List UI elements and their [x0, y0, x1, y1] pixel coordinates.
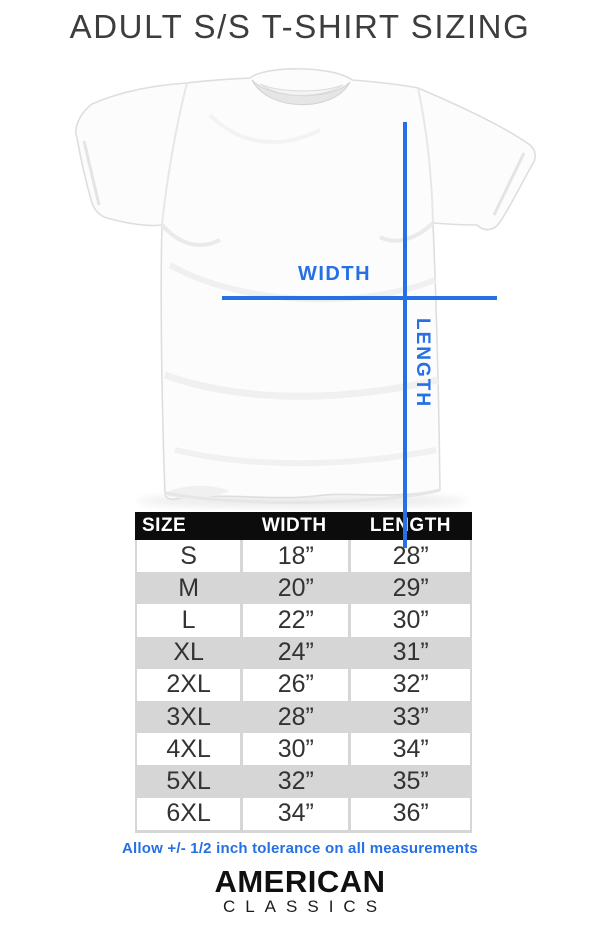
table-row: XL 24” 31” — [137, 636, 470, 669]
table-row: S 18” 28” — [137, 540, 470, 573]
cell-width: 34” — [240, 797, 348, 830]
cell-width: 32” — [277, 766, 314, 795]
table-row: 6XL 34” 36” — [137, 797, 470, 830]
cell-size: 3XL — [166, 702, 211, 731]
brand-logo: AMERICAN CLASSICS — [0, 866, 600, 916]
length-label: LENGTH — [412, 318, 433, 409]
tshirt-diagram: WIDTH LENGTH — [60, 55, 540, 548]
cell-width: 18” — [240, 540, 348, 573]
tolerance-note: Allow +/- 1/2 inch tolerance on all meas… — [122, 840, 478, 857]
table-row: 2XL 26” 32” — [137, 668, 470, 701]
width-label: WIDTH — [298, 263, 372, 285]
cell-length: 35” — [392, 766, 429, 795]
cell-width: 24” — [277, 638, 314, 667]
width-measure-line — [222, 296, 497, 300]
header-length: LENGTH — [369, 515, 452, 536]
cell-width: 28” — [277, 702, 314, 731]
brand-name: AMERICAN — [214, 864, 386, 899]
cell-size: S — [180, 541, 197, 570]
header-width: WIDTH — [261, 515, 327, 536]
cell-size: 2XL — [166, 670, 211, 699]
page-title: ADULT S/S T-SHIRT SIZING — [69, 8, 531, 45]
cell-length: 31” — [392, 638, 429, 667]
cell-length: 34” — [348, 733, 470, 766]
cell-width: 20” — [277, 573, 314, 602]
cell-width: 22” — [240, 604, 348, 637]
cell-length: 28” — [348, 540, 470, 573]
cell-width: 26” — [240, 668, 348, 701]
table-row: L 22” 30” — [137, 604, 470, 637]
cell-length: 29” — [392, 573, 429, 602]
brand-subname: CLASSICS — [222, 897, 388, 916]
cell-size: 4XL — [166, 734, 211, 763]
size-table: SIZE WIDTH LENGTH S 18” 28” M 20” 29” L 22” 30” X… — [135, 512, 472, 833]
size-table-header: SIZE WIDTH LENGTH — [135, 512, 472, 540]
table-row: 4XL 30” 34” — [137, 733, 470, 766]
cell-length: 36” — [348, 797, 470, 830]
cell-size: L — [181, 605, 196, 634]
cell-size: XL — [173, 638, 204, 667]
table-row: 5XL 32” 35” — [137, 765, 470, 798]
cell-length: 32” — [348, 668, 470, 701]
cell-size: 6XL — [166, 799, 211, 828]
cell-size: 5XL — [166, 766, 211, 795]
table-row: M 20” 29” — [137, 572, 470, 605]
cell-size: M — [178, 573, 200, 602]
length-measure-line — [403, 122, 407, 548]
table-row: 3XL 28” 33” — [137, 700, 470, 734]
cell-length: 30” — [348, 604, 470, 637]
cell-width: 30” — [240, 733, 348, 766]
cell-length: 33” — [392, 702, 429, 731]
size-table-body: S 18” 28” M 20” 29” L 22” 30” XL 24” 31” 2XL 26” 32” 3X… — [135, 540, 472, 833]
header-size: SIZE — [142, 515, 187, 536]
